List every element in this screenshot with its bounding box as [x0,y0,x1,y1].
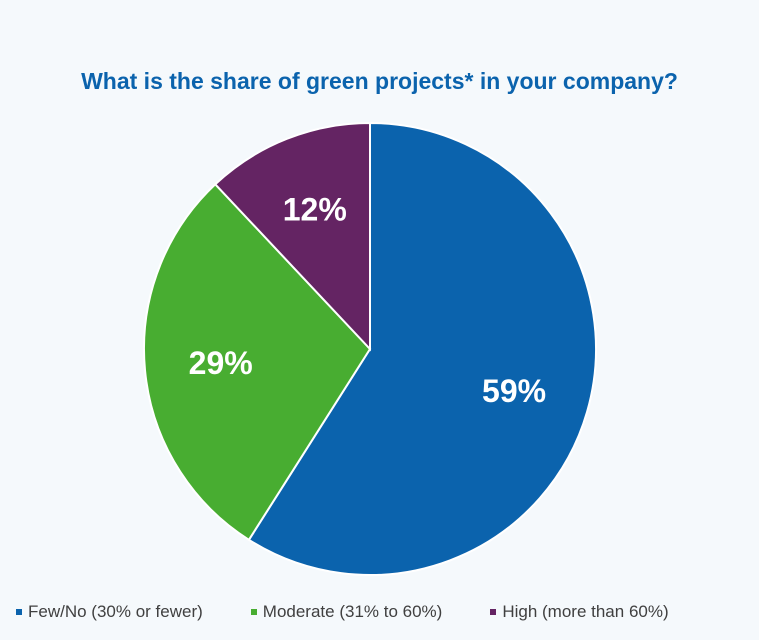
legend-swatch-few-no [16,609,22,615]
pie-slice-high [213,121,371,352]
data-label-high: 12% [283,192,347,228]
pie-chart: 59% 29% 12% [143,121,597,576]
legend-swatch-high [490,609,497,615]
data-label-few-no: 59% [482,373,546,409]
pie-slice-few-no [247,121,597,576]
legend-label-moderate: Moderate (31% to 60%) [262,602,443,621]
legend-label-high: High (more than 60%) [502,602,669,621]
legend-swatch-moderate [250,609,257,615]
legend-label-few-no: Few/No (30% or fewer) [28,602,203,621]
legend-item-moderate: Moderate (31% to 60%) [250,602,443,622]
data-label-moderate: 29% [189,345,253,381]
chart-title: What is the share of green projects* in … [81,68,678,94]
legend-item-few-no: Few/No (30% or fewer) [16,602,203,622]
legend-item-high: High (more than 60%) [490,602,669,622]
legend: Few/No (30% or fewer) Moderate (31% to 6… [16,602,756,622]
pie-slice-moderate [143,182,372,542]
